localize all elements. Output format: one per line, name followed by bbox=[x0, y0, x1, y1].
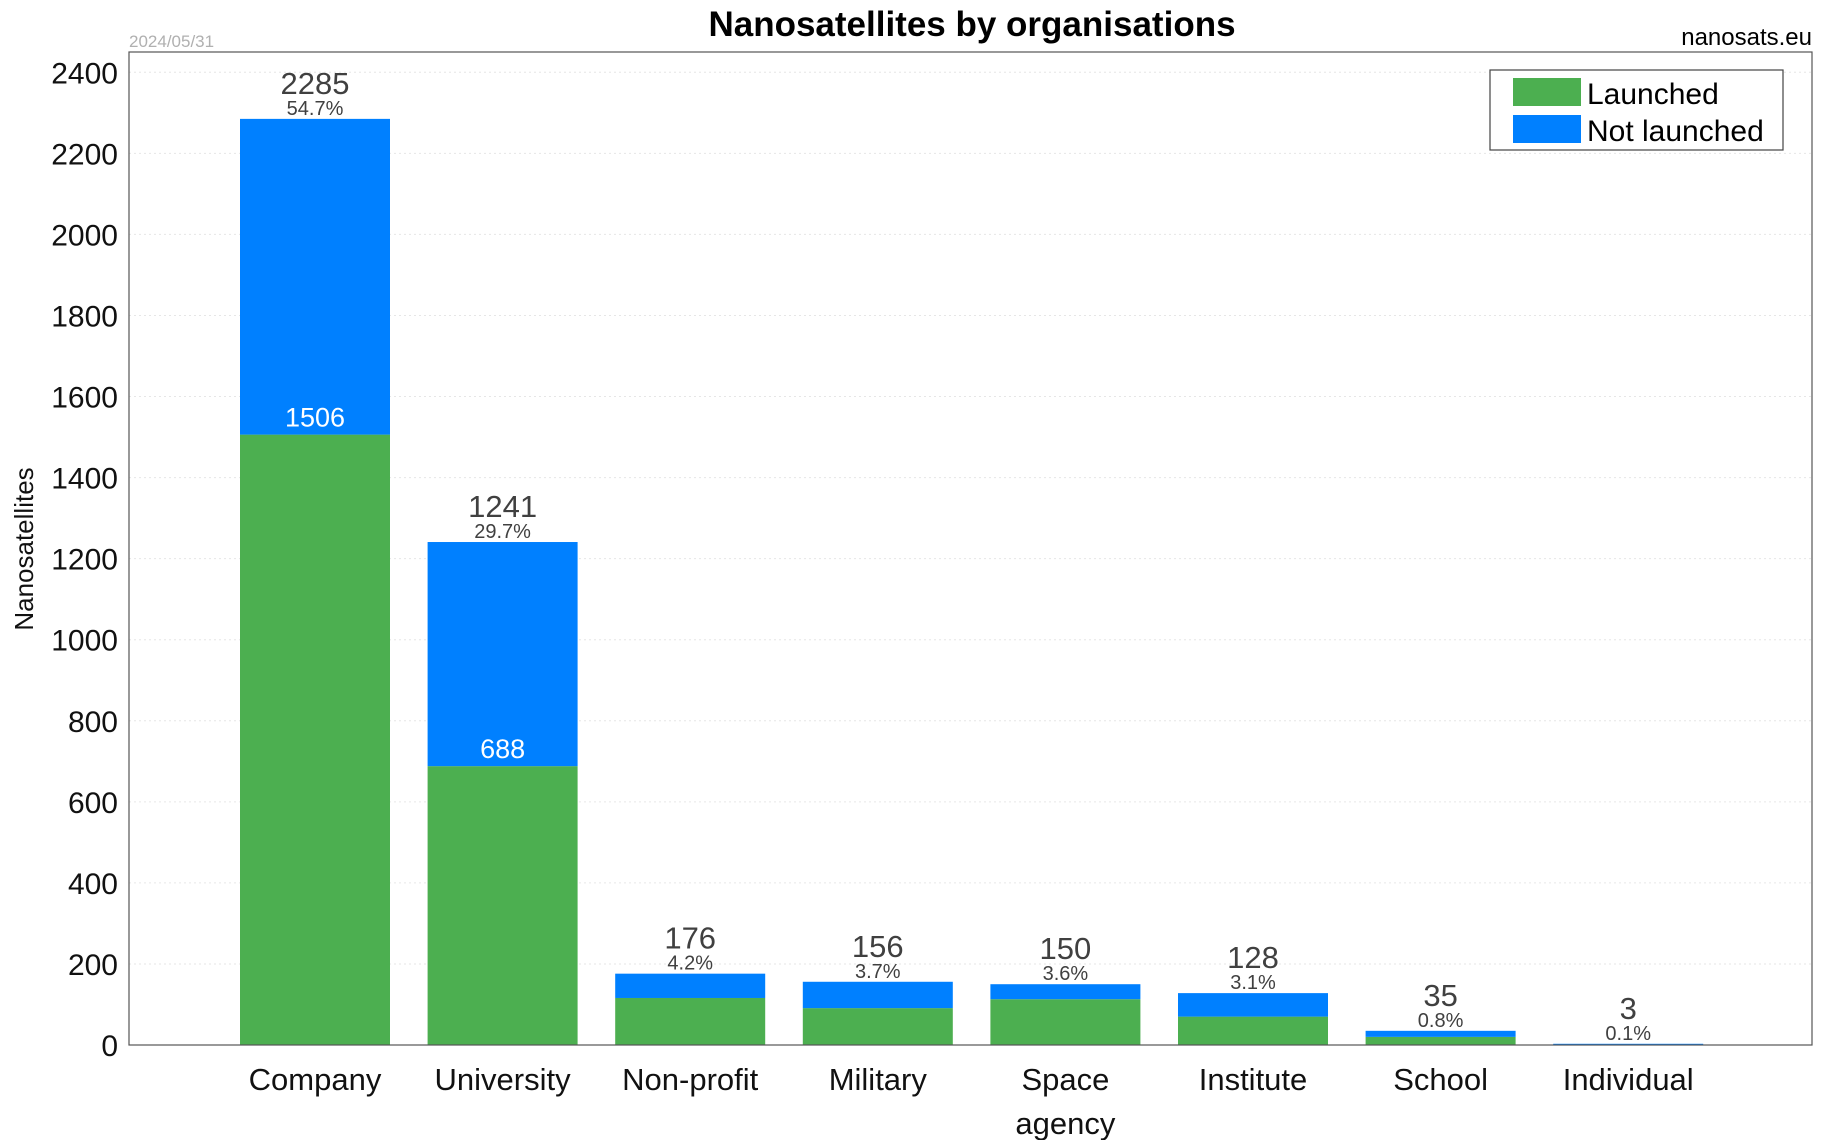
launched-label-company: 1506 bbox=[285, 403, 345, 433]
bar-military-launched bbox=[802, 1008, 953, 1045]
legend-swatch-launched bbox=[1513, 78, 1581, 106]
y-tick-label-1800: 1800 bbox=[51, 300, 118, 333]
y-tick-label-0: 0 bbox=[101, 1030, 118, 1063]
y-tick-label-1400: 1400 bbox=[51, 463, 118, 496]
x-tick-label-space-agency: Space bbox=[1021, 1062, 1109, 1097]
bar-school-not-launched bbox=[1365, 1030, 1516, 1037]
total-label-individual: 3 bbox=[1620, 991, 1637, 1026]
chart-source: nanosats.eu bbox=[1681, 24, 1812, 51]
bars bbox=[240, 118, 1704, 1045]
x-tick-label-institute: Institute bbox=[1199, 1062, 1308, 1097]
bar-institute-not-launched bbox=[1178, 993, 1328, 1017]
legend-swatch-not-launched bbox=[1513, 115, 1581, 143]
y-tick-label-2200: 2200 bbox=[51, 138, 118, 171]
x-tick-label-individual: Individual bbox=[1563, 1062, 1694, 1097]
y-tick-label-1000: 1000 bbox=[51, 625, 118, 658]
x-tick-label-company: Company bbox=[249, 1062, 382, 1097]
percent-label-company: 54.7% bbox=[287, 98, 344, 120]
y-tick-label-1200: 1200 bbox=[51, 544, 118, 577]
x-tick-label-space-agency-line-2: agency bbox=[1015, 1106, 1115, 1140]
legend-label-launched: Launched bbox=[1587, 78, 1719, 111]
bar-military-not-launched bbox=[802, 981, 953, 1009]
percent-label-non-profit: 4.2% bbox=[667, 953, 713, 975]
total-label-university: 1241 bbox=[468, 489, 537, 524]
percent-label-military: 3.7% bbox=[855, 961, 901, 983]
chart-title: Nanosatellites by organisations bbox=[708, 5, 1235, 44]
total-label-school: 35 bbox=[1423, 978, 1457, 1013]
y-tick-label-200: 200 bbox=[68, 949, 118, 982]
y-axis-ticks: 0 200 400 600 800 1000 1200 1400 1600 1800 2000 220… bbox=[51, 57, 118, 1063]
bar-space-agency-not-launched bbox=[990, 984, 1141, 1000]
total-label-space-agency: 150 bbox=[1040, 931, 1092, 966]
total-label-company: 2285 bbox=[281, 66, 350, 101]
x-axis-ticks: Company University Non-profit Military Space… bbox=[249, 1062, 1694, 1140]
y-tick-label-1600: 1600 bbox=[51, 382, 118, 415]
bar-company-launched bbox=[240, 434, 390, 1045]
y-tick-label-600: 600 bbox=[68, 787, 118, 820]
y-tick-label-2000: 2000 bbox=[51, 219, 118, 252]
y-tick-label-2400: 2400 bbox=[51, 57, 118, 90]
bar-space-agency-launched bbox=[990, 999, 1141, 1045]
bar-university-not-launched bbox=[427, 542, 578, 767]
total-label-military: 156 bbox=[852, 929, 904, 964]
plot-frame bbox=[128, 51, 1813, 1046]
y-axis-label: Nanosatellites bbox=[9, 467, 39, 630]
total-label-institute: 128 bbox=[1227, 940, 1279, 975]
percent-label-space-agency: 3.6% bbox=[1043, 963, 1089, 985]
percent-label-university: 29.7% bbox=[474, 521, 531, 543]
grid-lines bbox=[129, 71, 1812, 965]
percent-label-individual: 0.1% bbox=[1605, 1023, 1651, 1045]
bar-non-profit-not-launched bbox=[615, 973, 766, 998]
legend-label-not-launched: Not launched bbox=[1587, 115, 1764, 148]
x-tick-label-school: School bbox=[1393, 1062, 1488, 1097]
launched-label-university: 688 bbox=[480, 734, 525, 764]
bar-company-not-launched bbox=[240, 118, 390, 435]
y-tick-label-400: 400 bbox=[68, 868, 118, 901]
x-tick-label-university: University bbox=[435, 1062, 572, 1097]
bar-individual-not-launched bbox=[1553, 1043, 1704, 1045]
y-tick-label-800: 800 bbox=[68, 706, 118, 739]
bar-school-launched bbox=[1365, 1036, 1516, 1045]
percent-label-institute: 3.1% bbox=[1230, 972, 1276, 994]
x-tick-label-military: Military bbox=[829, 1062, 928, 1097]
bar-university-launched bbox=[427, 766, 578, 1045]
total-label-non-profit: 176 bbox=[664, 921, 716, 956]
x-tick-label-non-profit: Non-profit bbox=[622, 1062, 758, 1097]
bar-institute-launched bbox=[1178, 1016, 1328, 1045]
bar-non-profit-launched bbox=[615, 997, 766, 1045]
legend: Launched Not launched bbox=[1489, 69, 1784, 151]
percent-label-school: 0.8% bbox=[1418, 1010, 1464, 1032]
chart-date: 2024/05/31 bbox=[129, 32, 214, 51]
